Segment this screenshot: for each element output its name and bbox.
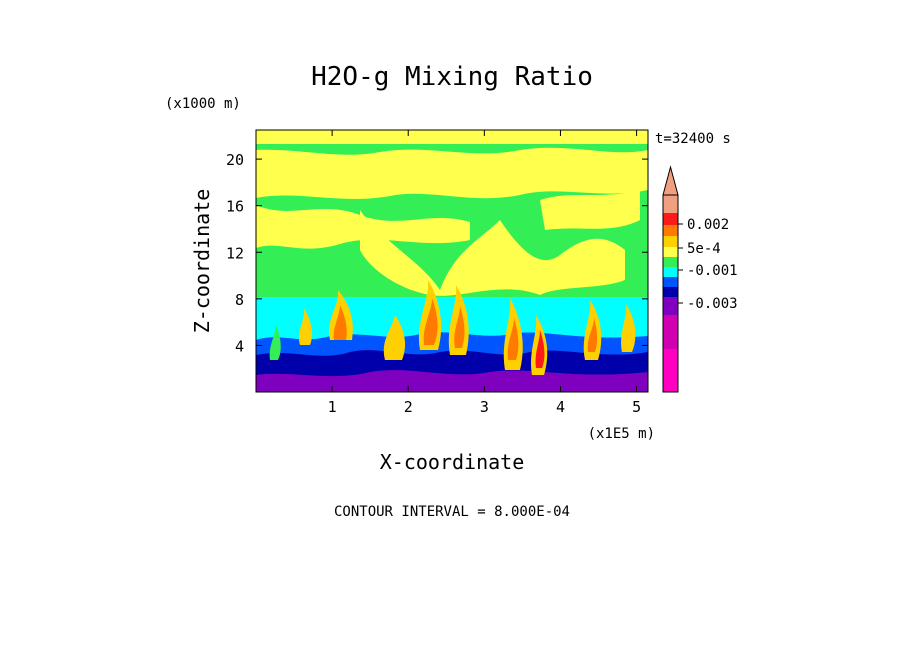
colorbar-label: -0.001 <box>687 263 738 279</box>
colorbar-frame <box>662 194 679 393</box>
x-tick-label: 3 <box>480 398 489 416</box>
colorbar-label: -0.003 <box>687 296 738 312</box>
x-tick-label: 5 <box>632 398 641 416</box>
x-axis: 1 2 3 4 5 <box>328 130 641 416</box>
colorbar-label: 0.002 <box>687 217 729 233</box>
x-tick-label: 2 <box>404 398 413 416</box>
colorbar-swatch <box>663 247 678 257</box>
y-tick-label: 8 <box>235 291 244 309</box>
time-label: t=32400 s <box>655 131 731 147</box>
y-tick-label: 12 <box>226 244 244 262</box>
plot-area <box>255 129 649 393</box>
colorbar-label: 5e-4 <box>687 241 721 257</box>
colorbar-swatch <box>663 349 678 392</box>
x-tick-label: 1 <box>328 398 337 416</box>
y-tick-label: 20 <box>226 151 244 169</box>
colorbar-swatch <box>663 267 678 277</box>
contour-interval-label: CONTOUR INTERVAL = 8.000E-04 <box>334 504 570 520</box>
colorbar-swatch <box>663 225 678 236</box>
y-tick-label: 16 <box>226 198 244 216</box>
colorbar-swatch <box>663 297 678 315</box>
colorbar-swatch <box>663 257 678 267</box>
colorbar-arrow <box>662 165 679 196</box>
colorbar-swatch <box>663 236 678 247</box>
x-tick-label: 4 <box>556 398 565 416</box>
colorbar-swatch <box>663 315 678 349</box>
colorbar-swatch <box>663 213 678 225</box>
colorbar-swatch <box>663 287 678 297</box>
chart-title: H2O-g Mixing Ratio <box>311 62 593 92</box>
x-axis-label: X-coordinate <box>380 450 525 474</box>
y-axis: 4 8 12 16 20 <box>226 151 648 355</box>
y-axis-label: Z-coordinate <box>190 189 214 334</box>
colorbar-swatch <box>663 195 678 213</box>
colorbar: 0.002 5e-4 -0.001 -0.003 <box>662 165 738 393</box>
y-tick-label: 4 <box>235 337 244 355</box>
x-axis-unit: (x1E5 m) <box>588 426 655 442</box>
y-axis-unit: (x1000 m) <box>165 96 241 112</box>
colorbar-swatch <box>663 277 678 287</box>
